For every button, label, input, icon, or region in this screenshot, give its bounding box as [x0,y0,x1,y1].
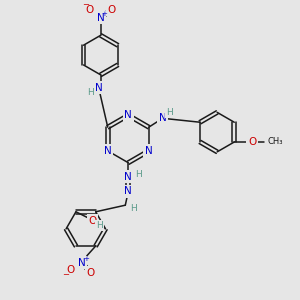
Text: N: N [97,13,104,22]
Text: +: + [102,11,107,16]
Text: N: N [104,146,112,156]
Text: H: H [166,108,173,117]
Text: O: O [87,268,95,278]
Text: O: O [248,137,256,147]
Text: N: N [159,113,167,123]
Text: O: O [88,216,97,226]
Text: N: N [124,172,132,182]
Text: N: N [95,83,103,93]
Text: H: H [135,170,142,179]
Text: H: H [96,221,103,230]
Text: N: N [124,110,132,120]
Text: −: − [63,270,70,279]
Text: H: H [87,88,94,97]
Text: −: − [82,0,89,9]
Text: N: N [78,258,86,268]
Text: O: O [107,5,116,15]
Text: N: N [145,146,153,156]
Text: O: O [85,5,94,15]
Text: CH₃: CH₃ [268,137,283,146]
Text: N: N [124,186,132,197]
Text: O: O [67,265,75,275]
Text: +: + [83,256,89,262]
Text: H: H [130,204,136,213]
